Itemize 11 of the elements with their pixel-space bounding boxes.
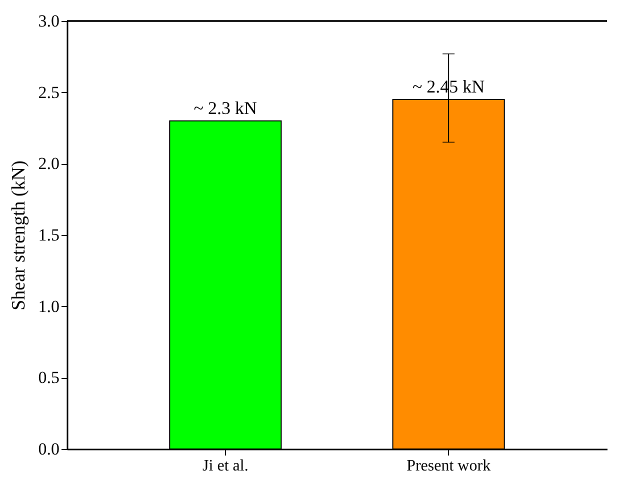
y-tick-label: 0.0	[38, 440, 60, 458]
x-tick-label: Present work	[406, 458, 491, 474]
y-tick-label: 0.5	[38, 368, 60, 388]
data-label: ~ 2.3 kN	[194, 98, 258, 118]
y-tick-label: 2.5	[38, 82, 60, 102]
y-axis-title: Shear strength (kN)	[8, 160, 30, 310]
y-tick-label: 3.0	[38, 12, 60, 30]
y-tick-label: 2.0	[38, 154, 60, 174]
x-tick-label: Ji et al.	[202, 458, 248, 474]
y-tick-label: 1.5	[38, 226, 60, 244]
y-tick-label: 1.0	[38, 296, 60, 316]
